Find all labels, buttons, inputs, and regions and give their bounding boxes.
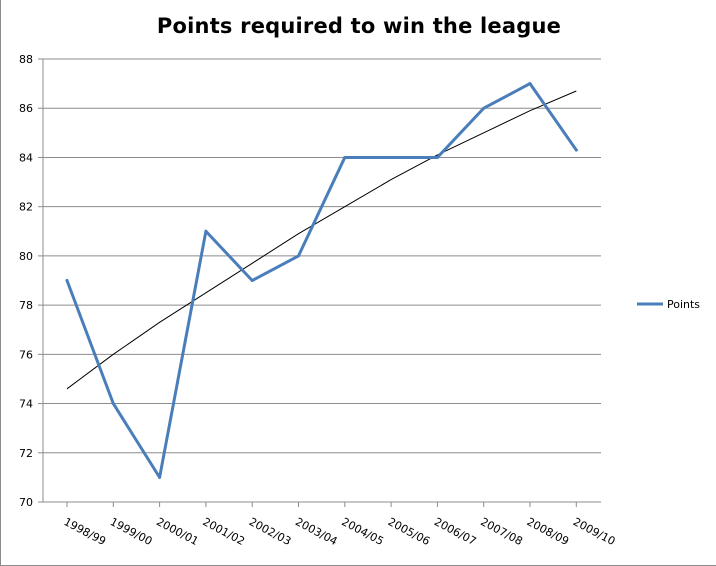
x-tick-label: 1998/99 bbox=[62, 515, 108, 548]
legend-label: Points bbox=[667, 298, 700, 311]
data-point bbox=[250, 279, 254, 282]
data-point bbox=[297, 254, 300, 258]
x-tick-label: 2009/10 bbox=[571, 515, 617, 548]
x-tick-label: 2006/07 bbox=[432, 515, 478, 548]
trendline bbox=[66, 90, 577, 390]
x-tick-label: 2003/04 bbox=[293, 515, 339, 548]
data-point bbox=[204, 229, 208, 233]
y-tick-label: 88 bbox=[19, 53, 33, 66]
y-tick-label: 80 bbox=[19, 250, 33, 263]
x-tick-label: 2005/06 bbox=[386, 515, 432, 548]
data-point bbox=[158, 475, 162, 479]
data-point bbox=[528, 82, 532, 86]
y-tick-label: 82 bbox=[19, 201, 33, 214]
x-tick-label: 2001/02 bbox=[200, 515, 246, 548]
data-point bbox=[65, 279, 69, 282]
x-tick-label: 1999/00 bbox=[108, 515, 154, 548]
x-tick-label: 2004/05 bbox=[339, 515, 385, 548]
y-tick-label: 70 bbox=[19, 496, 33, 509]
data-point bbox=[574, 148, 578, 152]
data-point bbox=[111, 402, 115, 406]
y-tick-label: 72 bbox=[19, 447, 33, 460]
x-tick-label: 2000/01 bbox=[154, 515, 200, 548]
x-tick-label: 2002/03 bbox=[247, 515, 293, 548]
data-point bbox=[482, 106, 486, 110]
y-tick-label: 84 bbox=[19, 151, 33, 164]
x-tick-label: 2007/08 bbox=[478, 515, 524, 548]
y-tick-label: 74 bbox=[19, 398, 33, 411]
y-tick-label: 78 bbox=[19, 299, 33, 312]
data-point bbox=[435, 155, 439, 159]
x-tick-label: 2008/09 bbox=[525, 515, 571, 548]
y-tick-label: 86 bbox=[19, 102, 33, 115]
series-line-points bbox=[65, 82, 578, 479]
data-point bbox=[389, 155, 393, 159]
chart-title: Points required to win the league bbox=[156, 14, 562, 38]
data-point bbox=[343, 155, 347, 159]
y-tick-label: 76 bbox=[19, 348, 33, 361]
